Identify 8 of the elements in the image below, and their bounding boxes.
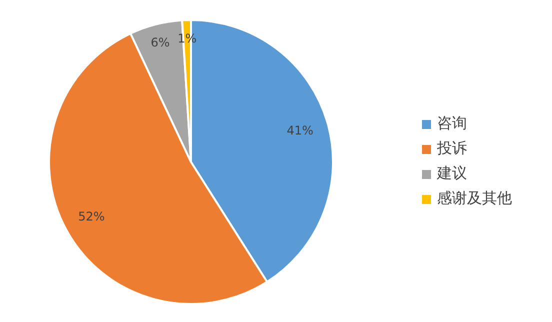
legend-label: 建议	[437, 164, 467, 182]
data-label: 6%	[150, 35, 170, 50]
legend-label: 咨询	[437, 114, 467, 132]
data-label: 1%	[178, 32, 197, 46]
legend-label: 感谢及其他	[437, 189, 512, 207]
data-label: 41%	[286, 123, 314, 138]
legend-label: 投诉	[437, 139, 467, 157]
data-label: 52%	[78, 210, 105, 224]
